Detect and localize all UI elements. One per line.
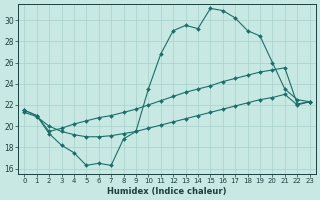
X-axis label: Humidex (Indice chaleur): Humidex (Indice chaleur) [107, 187, 227, 196]
